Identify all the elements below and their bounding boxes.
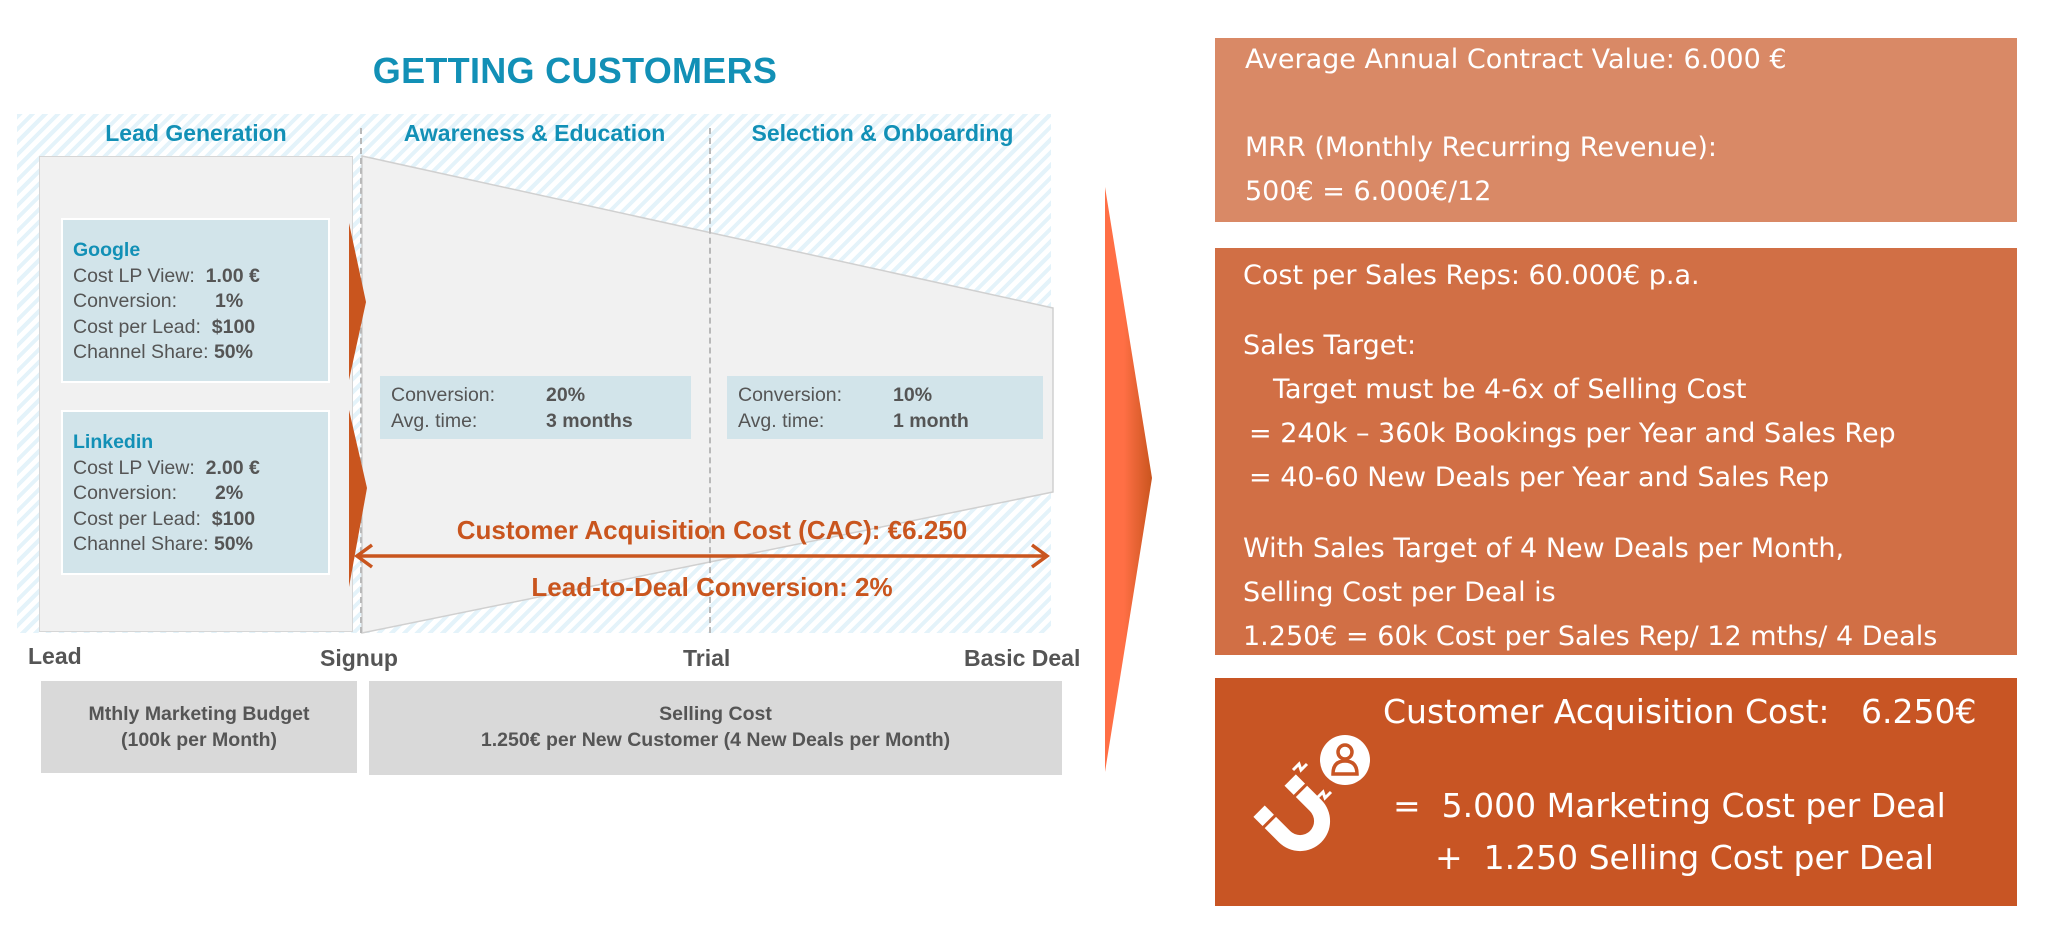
channel-arrows: [349, 223, 367, 587]
cac-marketing-line: = 5.000 Marketing Cost per Deal: [1393, 786, 1946, 825]
metric-label: Avg. time:: [738, 409, 825, 432]
stage-heading-selection: Selection & Onboarding: [751, 120, 1014, 146]
channel-name: Google: [73, 239, 141, 261]
deals-range: = 40-60 New Deals per Year and Sales Rep: [1249, 462, 1830, 493]
milestone-lead: Lead: [28, 643, 82, 669]
magnet-customer-icon: [1253, 735, 1370, 852]
selling-cost-calc: 1.250€ = 60k Cost per Sales Rep/ 12 mths…: [1243, 621, 1938, 652]
metric-label: Conversion:: [391, 384, 496, 406]
linkedin-arrow-icon: [349, 410, 367, 587]
cac-span-arrow: [354, 543, 1050, 569]
cost-box-detail: 1.250€ per New Customer (4 New Deals per…: [480, 729, 951, 751]
metric-value: 10%: [893, 384, 933, 406]
mrr-label: MRR (Monthly Recurring Revenue):: [1245, 132, 1718, 163]
channel-google: Google Cost LP View: 1.00 € Conversion: …: [61, 218, 330, 383]
row-label: Cost per Lead:: [73, 507, 201, 530]
row-label: Conversion:: [73, 290, 178, 312]
sales-target-rule: Target must be 4-6x of Selling Cost: [1273, 374, 1747, 405]
lead-to-deal-conversion-label: Lead-to-Deal Conversion: 2%: [531, 572, 893, 602]
cost-per-rep: Cost per Sales Reps: 60.000€ p.a.: [1243, 260, 1700, 291]
metric-label: Avg. time:: [391, 409, 478, 432]
cost-box-title: Selling Cost: [659, 703, 772, 725]
marketing-budget-box: Mthly Marketing Budget (100k per Month): [41, 681, 357, 773]
row-value: $100: [211, 507, 256, 530]
contract-value-panel: Average Annual Contract Value: 6.000 € M…: [1215, 38, 2017, 222]
row-label: Channel Share:: [73, 533, 209, 555]
acv-text: Average Annual Contract Value: 6.000 €: [1245, 44, 1787, 75]
row-value: 50%: [213, 533, 253, 555]
row-value: 1%: [215, 290, 244, 312]
metric-label: Conversion:: [738, 384, 843, 406]
page-title: GETTING CUSTOMERS: [372, 50, 778, 91]
chevron-arrow-icon: [1105, 187, 1152, 772]
with-target-text: With Sales Target of 4 New Deals per Mon…: [1243, 533, 1845, 564]
row-value: 2.00 €: [205, 456, 260, 479]
selling-cost-is-text: Selling Cost per Deal is: [1243, 577, 1556, 608]
channel-linkedin: Linkedin Cost LP View: 2.00 € Conversion…: [61, 410, 330, 575]
metric-awareness: Conversion: 20% Avg. time: 3 months: [380, 376, 691, 439]
metric-value: 20%: [546, 384, 586, 406]
row-value: 1.00 €: [205, 264, 260, 287]
cac-panel: Customer Acquisition Cost: 6.250€ = 5.00…: [1215, 678, 2017, 906]
row-label: Cost LP View:: [73, 264, 195, 287]
row-value: 50%: [213, 341, 253, 363]
cost-box-detail: (100k per Month): [120, 729, 278, 751]
stage-heading-lead-generation: Lead Generation: [105, 120, 287, 146]
row-label: Channel Share:: [73, 341, 209, 363]
channel-name: Linkedin: [73, 431, 154, 453]
row-value: $100: [211, 315, 256, 338]
row-label: Cost per Lead:: [73, 315, 201, 338]
metric-value: 3 months: [546, 409, 633, 432]
stage-heading-awareness: Awareness & Education: [403, 120, 666, 146]
bookings-range: = 240k – 360k Bookings per Year and Sale…: [1249, 418, 1896, 449]
milestone-signup: Signup: [320, 645, 398, 671]
row-label: Conversion:: [73, 482, 178, 504]
cac-title: Customer Acquisition Cost: 6.250€: [1383, 692, 1977, 731]
sales-target-label: Sales Target:: [1243, 330, 1417, 361]
row-label: Cost LP View:: [73, 456, 195, 479]
cac-selling-line: + 1.250 Selling Cost per Deal: [1435, 838, 1934, 877]
mrr-calc: 500€ = 6.000€/12: [1245, 176, 1492, 207]
sales-cost-panel: Cost per Sales Reps: 60.000€ p.a. Sales …: [1215, 248, 2017, 655]
milestone-basic-deal: Basic Deal: [964, 645, 1081, 671]
metric-value: 1 month: [893, 409, 969, 432]
metric-selection: Conversion: 10% Avg. time: 1 month: [727, 376, 1043, 439]
cac-label: Customer Acquisition Cost (CAC): €6.250: [456, 515, 968, 545]
milestone-trial: Trial: [683, 645, 731, 671]
row-value: 2%: [215, 482, 244, 504]
cost-box-title: Mthly Marketing Budget: [88, 703, 310, 725]
selling-cost-box: Selling Cost 1.250€ per New Customer (4 …: [369, 681, 1062, 775]
google-arrow-icon: [349, 223, 366, 380]
divider-trial: [709, 128, 711, 633]
divider-signup: [360, 128, 362, 633]
